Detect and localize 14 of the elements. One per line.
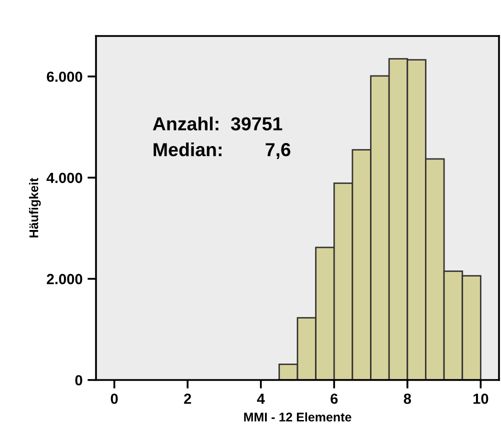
x-axis-title: MMI - 12 Elemente bbox=[244, 412, 352, 422]
y-tick-label: 4.000 bbox=[46, 172, 82, 184]
x-tick-label: 6 bbox=[330, 394, 338, 404]
x-tick-label: 4 bbox=[257, 394, 265, 404]
annotation: Anzahl: 39751 bbox=[152, 116, 282, 130]
x-tick-label: 10 bbox=[473, 394, 488, 404]
x-tick-label: 0 bbox=[110, 394, 118, 404]
x-tick-label: 8 bbox=[404, 394, 412, 404]
y-tick-label: 0 bbox=[75, 375, 82, 386]
y-tick-label: 6.000 bbox=[46, 72, 82, 82]
y-axis-title: Häufigkeit bbox=[29, 178, 41, 238]
annotation: Median: 7,6 bbox=[154, 142, 290, 159]
y-tick-label: 2.000 bbox=[46, 274, 82, 284]
x-tick-label: 2 bbox=[184, 394, 192, 404]
